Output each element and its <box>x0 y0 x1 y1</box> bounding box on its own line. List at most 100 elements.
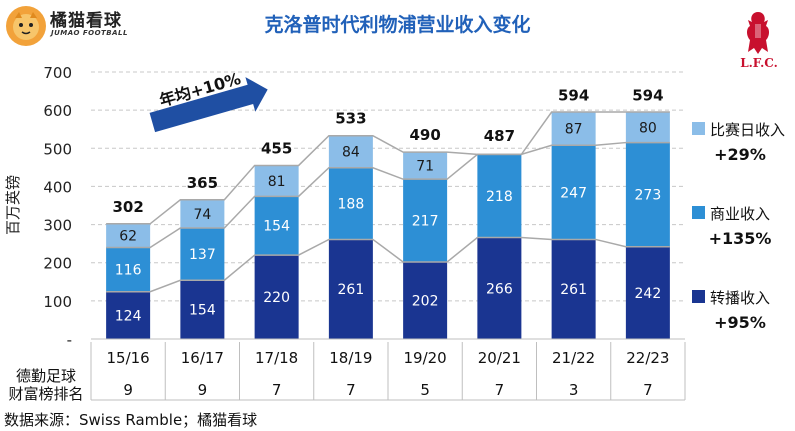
y-tick-label: 200 <box>43 255 72 273</box>
y-tick-label: 600 <box>43 102 72 120</box>
rank-value: 7 <box>495 381 505 399</box>
legend-change: +29% <box>714 145 766 164</box>
bar-segment <box>403 261 448 339</box>
y-tick-label: 500 <box>43 140 72 158</box>
legend-swatch <box>692 122 705 135</box>
x-tick-label: 15/16 <box>107 349 150 367</box>
x-tick-label: 20/21 <box>478 349 521 367</box>
bar-segment <box>254 165 299 197</box>
rank-value: 3 <box>569 381 579 399</box>
data-label: 84 <box>342 145 360 161</box>
data-label: 87 <box>565 122 583 138</box>
bar-segment <box>106 291 151 339</box>
legend-label: 比赛日收入 <box>710 121 785 139</box>
rank-value: 7 <box>346 381 356 399</box>
y-tick-label: - <box>67 331 72 349</box>
x-tick-label: 18/19 <box>329 349 372 367</box>
x-tick-label: 16/17 <box>181 349 224 367</box>
bar-segment <box>180 228 225 281</box>
total-label: 455 <box>261 139 292 157</box>
y-tick-label: 300 <box>43 217 72 235</box>
data-label: 261 <box>560 282 587 298</box>
legend-label: 商业收入 <box>710 205 770 223</box>
bar-segment <box>254 196 299 256</box>
total-label: 490 <box>409 126 440 144</box>
liverbird-crest-icon <box>747 12 769 54</box>
rank-value: 9 <box>123 381 133 399</box>
y-tick-label: 100 <box>43 293 72 311</box>
x-tick-label: 17/18 <box>255 349 298 367</box>
bar-segment <box>551 239 596 339</box>
data-label: 81 <box>268 174 286 190</box>
data-label: 154 <box>263 219 290 235</box>
bar-segment <box>106 223 151 248</box>
data-label: 71 <box>416 159 434 175</box>
y-tick-label: 400 <box>43 178 72 196</box>
data-label: 218 <box>486 189 513 205</box>
rank-value: 5 <box>420 381 430 399</box>
source-note: 数据来源：Swiss Ramble；橘猫看球 <box>4 411 258 429</box>
chart-title: 克洛普时代利物浦营业收入变化 <box>264 14 531 36</box>
legend-swatch <box>692 290 705 303</box>
total-label: 594 <box>632 86 663 104</box>
y-tick-label: 700 <box>43 64 72 82</box>
growth-arrow-icon: 年均+10% <box>149 69 268 133</box>
connector-line <box>106 236 670 293</box>
bar-segment <box>328 239 373 339</box>
data-label: 202 <box>412 293 439 309</box>
rank-value: 7 <box>272 381 282 399</box>
rank-value: 9 <box>198 381 208 399</box>
data-label: 217 <box>412 214 439 230</box>
brand-logo-icon <box>6 6 46 46</box>
crest-text: L.F.C. <box>740 56 778 70</box>
data-label: 266 <box>486 281 513 297</box>
total-label: 487 <box>484 127 515 145</box>
data-label: 261 <box>338 282 365 298</box>
bar-segment <box>625 142 670 247</box>
data-label: 247 <box>560 185 587 201</box>
bar-segment <box>403 179 448 262</box>
total-label: 594 <box>558 86 589 104</box>
data-label: 137 <box>189 247 216 263</box>
rank-value: 7 <box>643 381 653 399</box>
legend-label: 转播收入 <box>710 289 770 307</box>
bar-segment <box>328 167 373 240</box>
total-label: 302 <box>112 198 143 216</box>
legend-change: +95% <box>714 313 766 332</box>
bar-segment <box>477 154 522 238</box>
data-label: 154 <box>189 303 216 319</box>
legend-change: +135% <box>709 229 772 248</box>
data-label: 116 <box>115 263 142 279</box>
connector-line <box>106 141 670 249</box>
bar-segment <box>328 135 373 168</box>
table-row-label: 财富榜排名 <box>8 385 83 403</box>
bar-segment <box>403 152 448 180</box>
bar-segment <box>254 255 299 339</box>
bar-segment <box>625 246 670 339</box>
bar-segment <box>180 280 225 339</box>
connector-line <box>106 111 670 225</box>
brand-name: 橘猫看球 <box>50 11 122 31</box>
bar-segment <box>551 112 596 146</box>
brand-subtitle: JUMAO FOOTBALL <box>51 29 128 37</box>
data-label: 220 <box>263 290 290 306</box>
data-label: 74 <box>193 207 211 223</box>
bar-segment <box>180 199 225 229</box>
x-tick-label: 21/22 <box>552 349 595 367</box>
data-label: 80 <box>639 120 657 136</box>
x-tick-label: 19/20 <box>404 349 447 367</box>
bar-segment <box>551 145 596 240</box>
y-axis-label: 百万英镑 <box>4 175 22 235</box>
data-label: 273 <box>635 188 662 204</box>
data-label: 242 <box>635 286 662 302</box>
total-label: 365 <box>187 174 218 192</box>
legend-swatch <box>692 206 705 219</box>
bar-segment <box>625 112 670 143</box>
growth-arrow-shape <box>149 77 268 133</box>
data-label: 124 <box>115 308 142 324</box>
data-label: 188 <box>338 197 365 213</box>
table-row-label: 德勤足球 <box>16 367 76 385</box>
bar-segment <box>477 237 522 339</box>
data-label: 62 <box>119 229 137 245</box>
